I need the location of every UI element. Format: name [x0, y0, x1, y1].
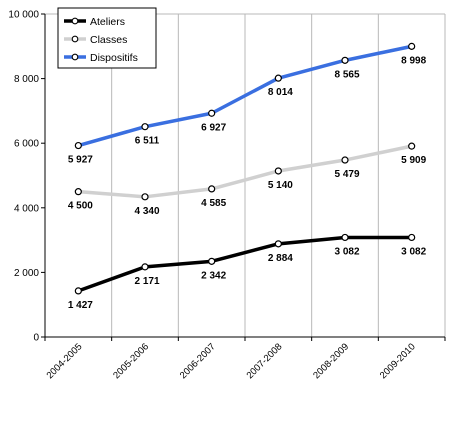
series-line-ateliers: [77, 235, 412, 293]
data-point: [341, 156, 349, 164]
data-label: 4 340: [134, 206, 159, 217]
data-point: [141, 123, 149, 131]
x-tick-label: 2009-2010: [378, 341, 418, 381]
data-label: 1 427: [68, 300, 93, 311]
legend-label: Dispositifs: [90, 52, 138, 64]
x-tick-label: 2007-2008: [245, 341, 285, 381]
data-label: 5 479: [334, 169, 359, 180]
data-label: 8 998: [401, 55, 426, 66]
y-tick-label: 10 000: [8, 10, 39, 21]
y-tick-label: 8 000: [14, 74, 39, 85]
data-point: [74, 188, 82, 196]
data-point: [341, 56, 349, 64]
legend-label: Ateliers: [90, 16, 125, 28]
data-point: [408, 233, 416, 242]
x-tick-label: 2004-2005: [45, 341, 85, 381]
y-tick-label: 0: [33, 333, 39, 344]
legend-marker: [71, 35, 79, 43]
data-point: [408, 42, 416, 50]
y-tick-label: 6 000: [14, 139, 39, 150]
data-label: 5 909: [401, 155, 426, 166]
series: [74, 42, 416, 295]
data-point: [274, 240, 282, 248]
data-point: [208, 109, 216, 117]
data-point: [141, 263, 149, 271]
series-line-dispositifs: [77, 44, 413, 148]
data-point: [208, 257, 216, 265]
x-tick-label: 2005-2006: [111, 341, 151, 381]
legend-marker: [71, 53, 79, 61]
data-point: [141, 193, 149, 201]
data-label: 5 927: [68, 155, 93, 166]
data-label: 2 884: [268, 253, 293, 264]
y-tick-label: 2 000: [14, 268, 39, 279]
data-label: 4 585: [201, 198, 226, 209]
x-tick-label: 2006-2007: [178, 341, 218, 381]
data-label: 8 565: [334, 69, 359, 80]
data-point: [274, 167, 282, 175]
data-point: [408, 142, 416, 150]
data-point: [274, 74, 282, 82]
legend-label: Classes: [90, 34, 127, 46]
data-label: 5 140: [268, 180, 293, 191]
data-label: 8 014: [268, 87, 293, 98]
y-tick-label: 4 000: [14, 203, 39, 214]
data-point: [341, 233, 349, 242]
data-label: 2 342: [201, 270, 226, 281]
data-label: 6 927: [201, 122, 226, 133]
legend-marker: [71, 17, 79, 25]
legend: Ateliers Classes Dispositifs: [57, 7, 157, 69]
data-point: [208, 185, 216, 193]
data-label: 2 171: [134, 276, 159, 287]
data-label: 6 511: [135, 136, 160, 147]
series-line-classes: [78, 144, 413, 199]
data-label: 3 082: [334, 246, 359, 257]
data-labels: 1 427 2 171 2 342 2 884 3 082 3 082 4 500 4 340…: [68, 55, 427, 311]
data-point: [74, 141, 82, 150]
x-tick-label: 2008-2009: [311, 341, 351, 381]
data-point: [74, 287, 82, 295]
data-label: 4 500: [68, 201, 93, 212]
data-label: 3 082: [401, 246, 426, 257]
